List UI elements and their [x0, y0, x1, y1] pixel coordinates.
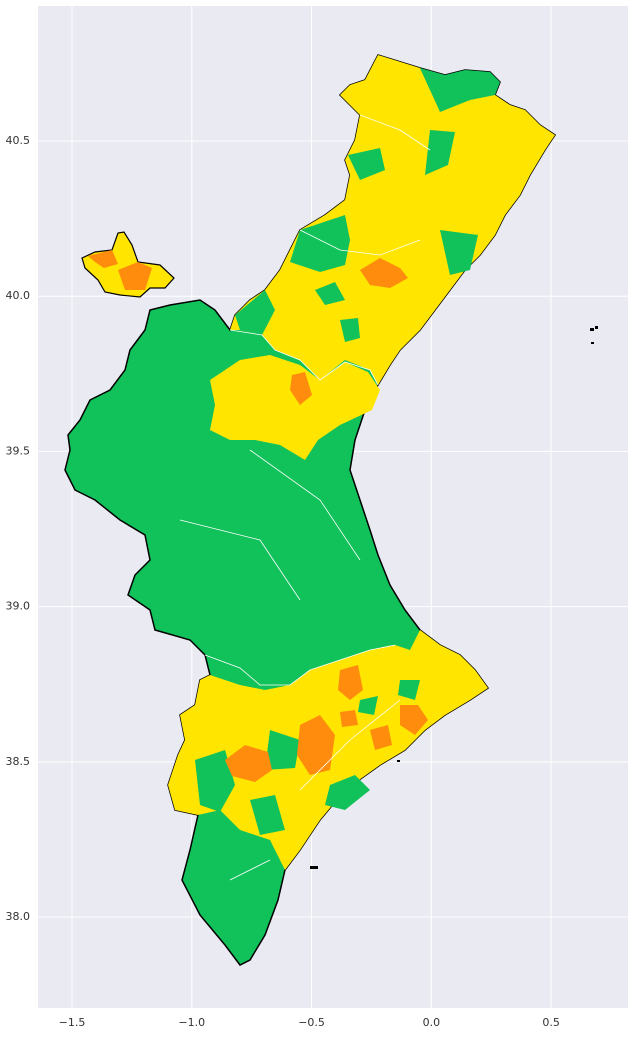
x-tick-label: −0.5	[298, 1016, 325, 1029]
enclave-orange	[88, 250, 152, 290]
zone-center	[210, 355, 380, 460]
x-tick-label: 0.0	[423, 1016, 441, 1029]
y-tick-label: 39.0	[6, 600, 31, 613]
y-tick-label: 38.0	[6, 910, 31, 923]
enclave	[81, 231, 175, 298]
zone-north-green	[235, 68, 500, 342]
y-tick-label: 38.5	[6, 755, 31, 768]
zone-north	[230, 55, 555, 385]
y-tick-label: 40.0	[6, 289, 31, 302]
y-tick-label: 39.5	[6, 444, 31, 457]
y-tick-label: 40.5	[6, 134, 31, 147]
map	[64, 54, 598, 966]
x-tick-label: −1.0	[178, 1016, 205, 1029]
borders	[179, 114, 431, 881]
x-tick-label: 0.5	[542, 1016, 560, 1029]
zone-orange	[225, 258, 428, 782]
x-tick-label: −1.5	[59, 1016, 86, 1029]
